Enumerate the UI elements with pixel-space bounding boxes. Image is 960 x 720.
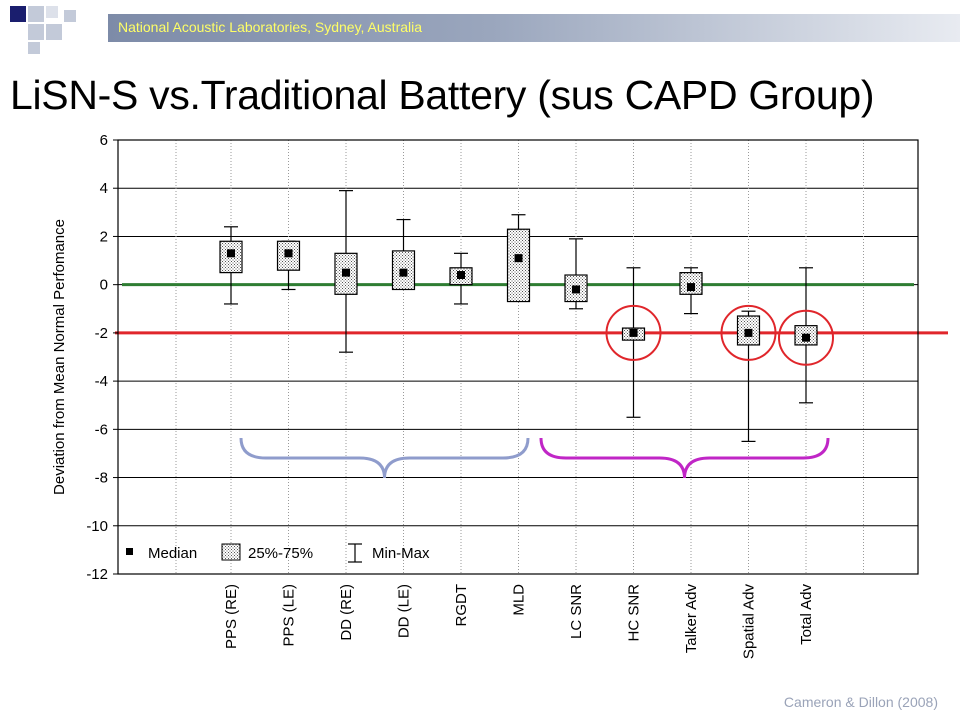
legend-iqr-swatch [221,543,241,561]
median-marker-pps-le [284,249,293,258]
legend-minmax-label: Min-Max [372,545,430,562]
box-rgdt [449,252,473,305]
logo-square-navy [10,6,26,22]
chart-legend: Median 25%-75% Min-Max [126,543,430,563]
x-tick-label-dd-le: DD (LE) [396,584,413,638]
y-tick-label: 4 [100,180,108,197]
iqr-box-mld [506,228,531,303]
group-brace-1 [239,437,530,479]
y-tick-label: 0 [100,277,108,294]
x-tick-label-spatial-adv: Spatial Adv [741,584,758,660]
y-tick-label: -12 [86,566,108,583]
logo-square-light-5 [64,10,76,22]
legend-median-label: Median [148,545,197,562]
plot-frame [117,139,919,575]
x-tick-label-lc-snr: LC SNR [568,584,585,639]
x-tick-label-pps-re: PPS (RE) [223,584,240,649]
box-dd-le [391,218,416,291]
y-tick-label: -10 [86,518,108,535]
median-marker-total-adv [802,333,810,342]
slide-title: LiSN-S vs.Traditional Battery (sus CAPD … [10,72,875,118]
logo-square-light-6 [28,42,40,54]
box-total-adv [794,267,818,404]
y-tick-label: 2 [100,228,108,245]
y-tick-label: -8 [95,470,108,487]
median-marker-dd-re [342,268,350,277]
header-banner [108,14,960,42]
legend-median-marker [126,548,133,555]
box-spatial-adv [736,310,761,442]
median-marker-pps-re [227,249,235,258]
box-mld [506,214,531,303]
x-tick-label-hc-snr: HC SNR [626,584,643,642]
group-brace-2 [539,437,830,479]
y-tick-label: 6 [100,132,108,149]
box-lc-snr [564,238,588,310]
median-marker-dd-le [399,268,408,277]
highlight-circle-spatial-adv [720,304,777,361]
box-hc-snr [621,267,646,418]
median-marker-mld [514,254,523,263]
y-tick-label: -4 [95,373,108,390]
org-name: National Acoustic Laboratories, Sydney, … [118,19,423,35]
x-tick-label-total-adv: Total Adv [798,584,815,645]
logo-square-light-2 [28,24,44,40]
highlight-circle-hc-snr [605,304,662,361]
box-pps-le [276,240,301,291]
citation: Cameron & Dillon (2008) [783,694,938,710]
x-tick-label-mld: MLD [511,584,528,616]
logo-square-light-4 [46,6,58,18]
logo-square-light [28,6,44,22]
box-talker-adv [679,267,703,315]
y-tick-label: -2 [95,325,108,342]
x-tick-label-pps-le: PPS (LE) [281,584,298,647]
median-marker-hc-snr [629,328,638,337]
legend-iqr-label: 25%-75% [248,545,313,562]
x-tick-label-rgdt: RGDT [453,584,470,627]
box-dd-re [334,190,358,353]
box-pps-re [219,226,243,305]
x-tick-label-dd-re: DD (RE) [338,584,355,641]
median-marker-talker-adv [687,283,695,292]
y-axis-label: Deviation from Mean Normal Perfomance [51,219,68,495]
highlight-circle-total-adv [778,309,834,366]
median-marker-lc-snr [572,285,580,294]
median-marker-rgdt [457,271,465,280]
y-tick-label: -6 [95,421,108,438]
x-tick-label-talker-adv: Talker Adv [683,584,700,654]
median-marker-spatial-adv [744,328,753,337]
logo-square-light-3 [46,24,62,40]
